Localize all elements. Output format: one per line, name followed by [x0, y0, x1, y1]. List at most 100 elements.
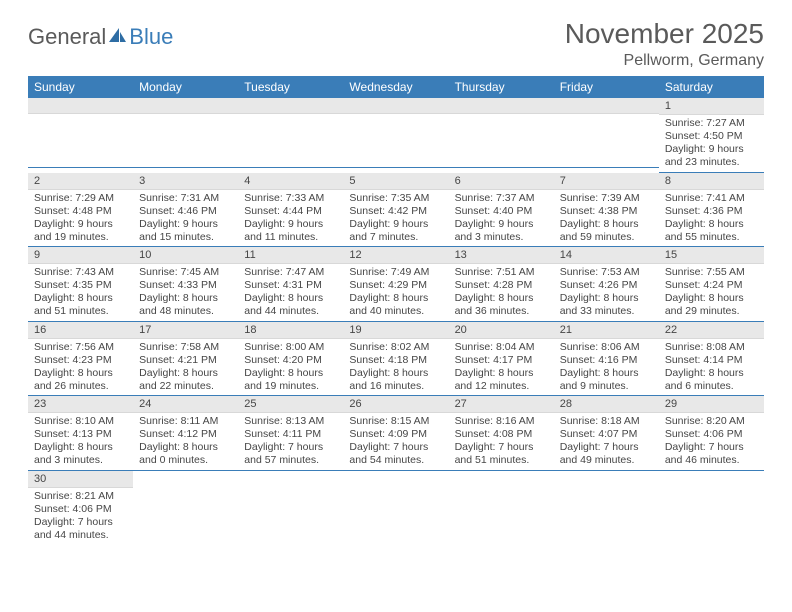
empty-info: [554, 114, 659, 168]
day-info: Sunrise: 7:33 AMSunset: 4:44 PMDaylight:…: [238, 190, 343, 248]
day-number: 29: [659, 396, 764, 413]
sunset-text: Sunset: 4:12 PM: [139, 428, 232, 441]
calendar-cell: [659, 471, 764, 545]
calendar-cell: 17Sunrise: 7:58 AMSunset: 4:21 PMDayligh…: [133, 322, 238, 397]
calendar-cell: 1Sunrise: 7:27 AMSunset: 4:50 PMDaylight…: [659, 98, 764, 173]
sunrise-text: Sunrise: 8:08 AM: [665, 341, 758, 354]
day-number: 16: [28, 322, 133, 339]
calendar-cell: [449, 98, 554, 173]
day-number: 23: [28, 396, 133, 413]
day-info: Sunrise: 7:41 AMSunset: 4:36 PMDaylight:…: [659, 190, 764, 248]
sunrise-text: Sunrise: 7:47 AM: [244, 266, 337, 279]
sunset-text: Sunset: 4:50 PM: [665, 130, 758, 143]
sunset-text: Sunset: 4:21 PM: [139, 354, 232, 367]
day-number: 21: [554, 322, 659, 339]
day-info: Sunrise: 7:39 AMSunset: 4:38 PMDaylight:…: [554, 190, 659, 248]
sunrise-text: Sunrise: 7:27 AM: [665, 117, 758, 130]
sunset-text: Sunset: 4:29 PM: [349, 279, 442, 292]
empty-daynum: [238, 98, 343, 114]
day-number: 15: [659, 247, 764, 264]
day-number: 28: [554, 396, 659, 413]
daylight-text: Daylight: 8 hours and 55 minutes.: [665, 218, 758, 244]
sunrise-text: Sunrise: 8:00 AM: [244, 341, 337, 354]
calendar-cell: 12Sunrise: 7:49 AMSunset: 4:29 PMDayligh…: [343, 247, 448, 322]
day-info: Sunrise: 8:13 AMSunset: 4:11 PMDaylight:…: [238, 413, 343, 471]
calendar-cell: 9Sunrise: 7:43 AMSunset: 4:35 PMDaylight…: [28, 247, 133, 322]
sunrise-text: Sunrise: 7:45 AM: [139, 266, 232, 279]
calendar-cell: 7Sunrise: 7:39 AMSunset: 4:38 PMDaylight…: [554, 173, 659, 248]
sunrise-text: Sunrise: 7:31 AM: [139, 192, 232, 205]
day-info: Sunrise: 8:11 AMSunset: 4:12 PMDaylight:…: [133, 413, 238, 471]
day-number: 7: [554, 173, 659, 190]
calendar-cell: [343, 98, 448, 173]
daylight-text: Daylight: 7 hours and 57 minutes.: [244, 441, 337, 467]
sunset-text: Sunset: 4:48 PM: [34, 205, 127, 218]
day-info: Sunrise: 8:06 AMSunset: 4:16 PMDaylight:…: [554, 339, 659, 397]
calendar-cell: 20Sunrise: 8:04 AMSunset: 4:17 PMDayligh…: [449, 322, 554, 397]
day-number: 8: [659, 173, 764, 190]
day-number: 26: [343, 396, 448, 413]
calendar-row: 23Sunrise: 8:10 AMSunset: 4:13 PMDayligh…: [28, 396, 764, 471]
sunrise-text: Sunrise: 8:21 AM: [34, 490, 127, 503]
empty-info: [238, 114, 343, 168]
weekday-header: Tuesday: [238, 76, 343, 98]
daylight-text: Daylight: 9 hours and 19 minutes.: [34, 218, 127, 244]
sunset-text: Sunset: 4:26 PM: [560, 279, 653, 292]
day-number: 5: [343, 173, 448, 190]
day-info: Sunrise: 7:37 AMSunset: 4:40 PMDaylight:…: [449, 190, 554, 248]
day-info: Sunrise: 7:31 AMSunset: 4:46 PMDaylight:…: [133, 190, 238, 248]
sunset-text: Sunset: 4:13 PM: [34, 428, 127, 441]
calendar-cell: 11Sunrise: 7:47 AMSunset: 4:31 PMDayligh…: [238, 247, 343, 322]
calendar-cell: 27Sunrise: 8:16 AMSunset: 4:08 PMDayligh…: [449, 396, 554, 471]
sunrise-text: Sunrise: 8:18 AM: [560, 415, 653, 428]
day-number: 17: [133, 322, 238, 339]
day-info: Sunrise: 8:00 AMSunset: 4:20 PMDaylight:…: [238, 339, 343, 397]
calendar-row: 30Sunrise: 8:21 AMSunset: 4:06 PMDayligh…: [28, 471, 764, 545]
calendar-row: 9Sunrise: 7:43 AMSunset: 4:35 PMDaylight…: [28, 247, 764, 322]
daylight-text: Daylight: 8 hours and 59 minutes.: [560, 218, 653, 244]
day-number: 2: [28, 173, 133, 190]
day-number: 11: [238, 247, 343, 264]
daylight-text: Daylight: 7 hours and 46 minutes.: [665, 441, 758, 467]
calendar-cell: [133, 471, 238, 545]
sunset-text: Sunset: 4:08 PM: [455, 428, 548, 441]
calendar-table: Sunday Monday Tuesday Wednesday Thursday…: [28, 76, 764, 544]
sunset-text: Sunset: 4:18 PM: [349, 354, 442, 367]
sunrise-text: Sunrise: 8:10 AM: [34, 415, 127, 428]
calendar-cell: 24Sunrise: 8:11 AMSunset: 4:12 PMDayligh…: [133, 396, 238, 471]
logo-sail-icon: [107, 26, 127, 44]
sunrise-text: Sunrise: 7:39 AM: [560, 192, 653, 205]
day-number: 10: [133, 247, 238, 264]
calendar-cell: 28Sunrise: 8:18 AMSunset: 4:07 PMDayligh…: [554, 396, 659, 471]
sunrise-text: Sunrise: 8:11 AM: [139, 415, 232, 428]
daylight-text: Daylight: 8 hours and 3 minutes.: [34, 441, 127, 467]
day-number: 20: [449, 322, 554, 339]
sunrise-text: Sunrise: 7:56 AM: [34, 341, 127, 354]
sunset-text: Sunset: 4:33 PM: [139, 279, 232, 292]
sunrise-text: Sunrise: 8:04 AM: [455, 341, 548, 354]
day-number: 3: [133, 173, 238, 190]
daylight-text: Daylight: 8 hours and 44 minutes.: [244, 292, 337, 318]
daylight-text: Daylight: 8 hours and 26 minutes.: [34, 367, 127, 393]
sunset-text: Sunset: 4:24 PM: [665, 279, 758, 292]
weekday-header: Wednesday: [343, 76, 448, 98]
calendar-row: 1Sunrise: 7:27 AMSunset: 4:50 PMDaylight…: [28, 98, 764, 173]
page-title: November 2025: [565, 18, 764, 50]
header: General Blue November 2025 Pellworm, Ger…: [28, 18, 764, 70]
calendar-cell: [133, 98, 238, 173]
sunset-text: Sunset: 4:40 PM: [455, 205, 548, 218]
empty-info: [343, 114, 448, 168]
day-info: Sunrise: 8:02 AMSunset: 4:18 PMDaylight:…: [343, 339, 448, 397]
day-number: 12: [343, 247, 448, 264]
sunrise-text: Sunrise: 7:58 AM: [139, 341, 232, 354]
calendar-cell: 18Sunrise: 8:00 AMSunset: 4:20 PMDayligh…: [238, 322, 343, 397]
sunset-text: Sunset: 4:20 PM: [244, 354, 337, 367]
calendar-row: 16Sunrise: 7:56 AMSunset: 4:23 PMDayligh…: [28, 322, 764, 397]
sunset-text: Sunset: 4:11 PM: [244, 428, 337, 441]
sunrise-text: Sunrise: 7:53 AM: [560, 266, 653, 279]
daylight-text: Daylight: 8 hours and 36 minutes.: [455, 292, 548, 318]
calendar-cell: [343, 471, 448, 545]
day-number: 9: [28, 247, 133, 264]
calendar-cell: 10Sunrise: 7:45 AMSunset: 4:33 PMDayligh…: [133, 247, 238, 322]
sunrise-text: Sunrise: 8:15 AM: [349, 415, 442, 428]
